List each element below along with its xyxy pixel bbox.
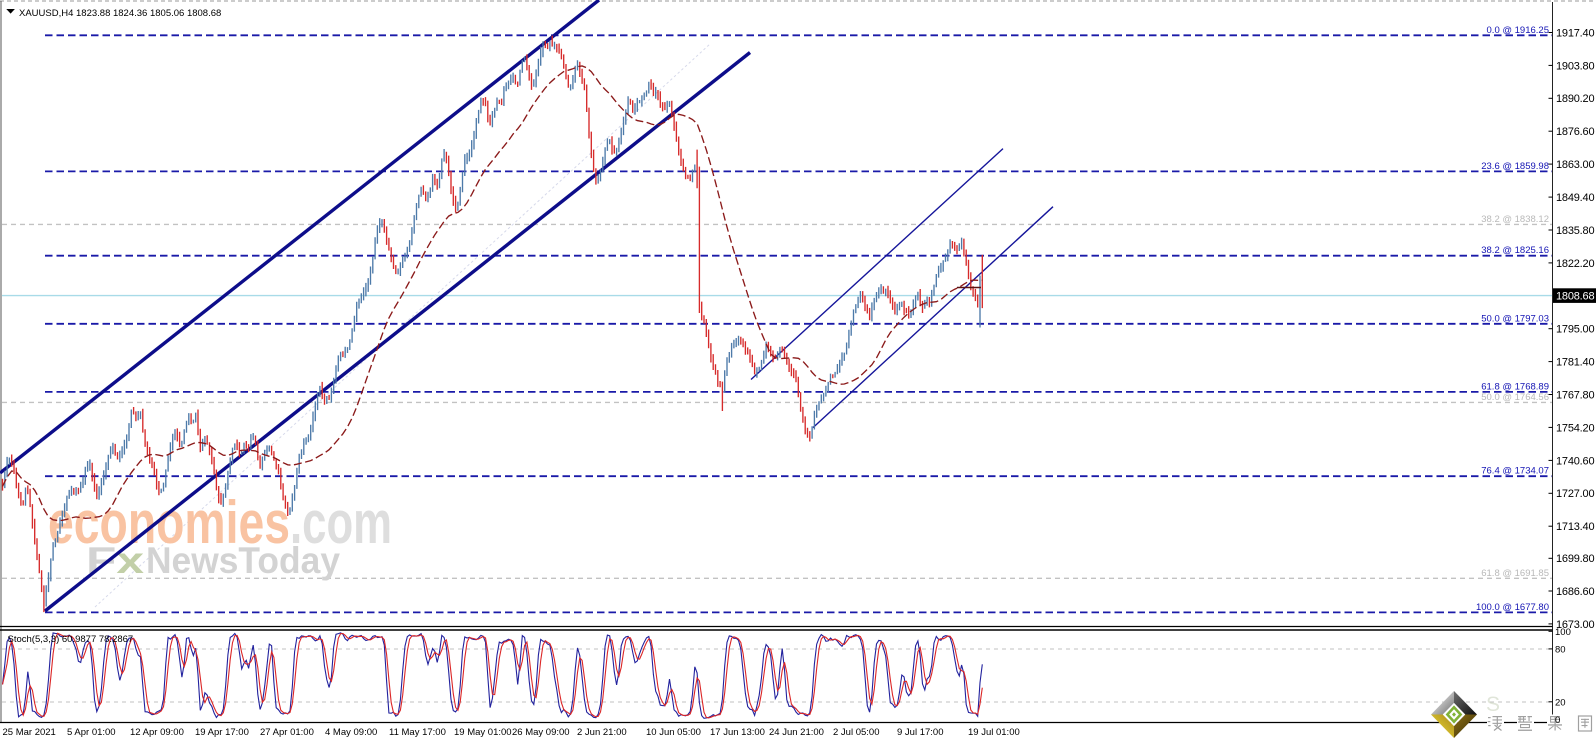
svg-text:1808.68: 1808.68 [1556, 291, 1594, 303]
svg-text:0.0 @ 1916.25: 0.0 @ 1916.25 [1487, 25, 1549, 36]
svg-text:4 May 09:00: 4 May 09:00 [325, 727, 377, 738]
svg-text:1781.40: 1781.40 [1556, 357, 1594, 369]
svg-text:1795.00: 1795.00 [1556, 324, 1594, 336]
svg-text:11 May 17:00: 11 May 17:00 [389, 727, 446, 738]
svg-text:50.0 @ 1764.56: 50.0 @ 1764.56 [1481, 392, 1549, 403]
svg-text:19 May 01:00: 19 May 01:00 [454, 727, 512, 738]
svg-text:1863.00: 1863.00 [1556, 159, 1594, 171]
svg-text:.com: .com [290, 489, 392, 556]
svg-text:17 Jun 13:00: 17 Jun 13:00 [710, 727, 765, 738]
svg-text:2 Jun 21:00: 2 Jun 21:00 [577, 727, 627, 738]
svg-text:100: 100 [1555, 627, 1571, 638]
svg-text:76.4 @ 1734.07: 76.4 @ 1734.07 [1481, 466, 1549, 477]
svg-text:100.0 @ 1677.80: 100.0 @ 1677.80 [1476, 602, 1549, 613]
svg-text:1767.80: 1767.80 [1556, 389, 1594, 401]
svg-text:1876.60: 1876.60 [1556, 126, 1594, 138]
svg-text:1903.80: 1903.80 [1556, 60, 1594, 72]
svg-text:2 Jul 05:00: 2 Jul 05:00 [833, 727, 879, 738]
svg-text:38.2 @ 1825.16: 38.2 @ 1825.16 [1481, 245, 1549, 256]
svg-text:XAUUSD,H4 1823.88 1824.36 180: XAUUSD,H4 1823.88 1824.36 1805.06 1808.6… [19, 8, 221, 19]
svg-text:1754.20: 1754.20 [1556, 422, 1594, 434]
svg-text:38.2 @ 1838.12: 38.2 @ 1838.12 [1481, 214, 1549, 225]
svg-text:19 Jul 01:00: 19 Jul 01:00 [968, 727, 1020, 738]
svg-text:27 Apr 01:00: 27 Apr 01:00 [260, 727, 314, 738]
svg-text:1727.00: 1727.00 [1556, 488, 1594, 500]
svg-text:80: 80 [1555, 644, 1566, 655]
svg-text:26 May 09:00: 26 May 09:00 [512, 727, 570, 738]
svg-text:0: 0 [1555, 715, 1560, 726]
svg-text:19 Apr 17:00: 19 Apr 17:00 [195, 727, 249, 738]
svg-text:61.8 @ 1768.89: 61.8 @ 1768.89 [1481, 381, 1549, 392]
svg-text:economies: economies [48, 489, 290, 556]
svg-text:1917.40: 1917.40 [1556, 27, 1594, 39]
svg-text:NewsToday: NewsToday [146, 540, 340, 581]
svg-text:25 Mar 2021: 25 Mar 2021 [3, 727, 56, 738]
svg-text:10 Jun 05:00: 10 Jun 05:00 [646, 727, 701, 738]
svg-text:1835.80: 1835.80 [1556, 225, 1594, 237]
svg-text:1849.40: 1849.40 [1556, 192, 1594, 204]
svg-text:1822.20: 1822.20 [1556, 258, 1594, 270]
svg-text:12 Apr 09:00: 12 Apr 09:00 [130, 727, 184, 738]
svg-text:1699.80: 1699.80 [1556, 553, 1594, 565]
svg-text:20: 20 [1555, 697, 1566, 708]
svg-text:Stoch(5,3,3) 60.9877 78.2867: Stoch(5,3,3) 60.9877 78.2867 [8, 634, 134, 645]
svg-text:1673.00: 1673.00 [1556, 619, 1594, 631]
svg-text:23.6 @ 1859.98: 23.6 @ 1859.98 [1481, 161, 1549, 172]
svg-text:61.8 @ 1691.85: 61.8 @ 1691.85 [1481, 568, 1549, 579]
svg-text:1713.40: 1713.40 [1556, 521, 1594, 533]
svg-text:9 Jul 17:00: 9 Jul 17:00 [897, 727, 943, 738]
svg-text:1686.60: 1686.60 [1556, 586, 1594, 598]
svg-text:5 Apr 01:00: 5 Apr 01:00 [67, 727, 116, 738]
svg-text:24 Jun 21:00: 24 Jun 21:00 [769, 727, 824, 738]
svg-text:Fx: Fx [86, 540, 145, 581]
svg-text:1740.60: 1740.60 [1556, 455, 1594, 467]
svg-text:50.0 @ 1797.03: 50.0 @ 1797.03 [1481, 313, 1549, 324]
svg-text:S: S [1486, 693, 1500, 716]
svg-text:1890.20: 1890.20 [1556, 93, 1594, 105]
